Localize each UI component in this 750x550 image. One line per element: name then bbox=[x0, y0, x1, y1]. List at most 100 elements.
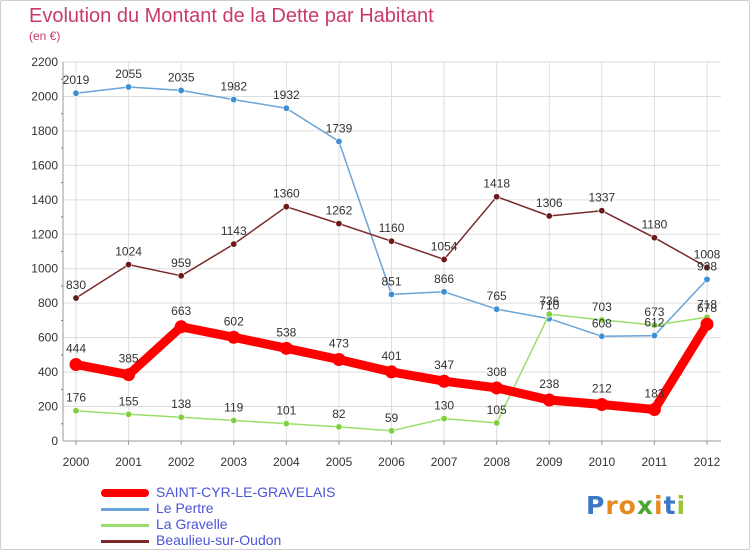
data-label: 1337 bbox=[588, 191, 615, 205]
legend-swatch bbox=[101, 524, 149, 527]
data-label: 119 bbox=[224, 400, 243, 414]
data-point bbox=[598, 207, 606, 215]
data-point bbox=[703, 275, 711, 283]
x-tick-label: 2004 bbox=[273, 455, 300, 469]
x-tick-label: 2012 bbox=[694, 455, 721, 469]
legend-label: La Gravelle bbox=[156, 516, 228, 532]
logo-letter: r bbox=[605, 491, 619, 520]
data-label: 176 bbox=[66, 391, 86, 405]
y-tick-label: 1800 bbox=[31, 124, 58, 138]
y-tick-label: 600 bbox=[38, 331, 58, 345]
data-point bbox=[387, 237, 395, 245]
data-label: 866 bbox=[434, 272, 454, 286]
data-point bbox=[279, 341, 293, 355]
line-chart: 0 200 400 600 800 1000 1200 1400 1600 1800 2000 220… bbox=[31, 55, 721, 469]
y-tick-label: 400 bbox=[38, 365, 58, 379]
data-label: 238 bbox=[539, 377, 559, 391]
data-point bbox=[335, 423, 343, 431]
data-label: 1932 bbox=[273, 88, 300, 102]
data-point bbox=[545, 310, 553, 318]
data-point bbox=[650, 332, 658, 340]
data-label: 678 bbox=[697, 301, 717, 315]
axes: 0 200 400 600 800 1000 1200 1400 1600 1800 2000 220… bbox=[31, 55, 721, 469]
data-label: 2055 bbox=[115, 67, 142, 81]
data-point bbox=[177, 86, 185, 94]
data-label: 1360 bbox=[273, 187, 300, 201]
data-point bbox=[493, 305, 501, 313]
data-label: 718 bbox=[697, 297, 717, 311]
logo-letter: i bbox=[654, 491, 664, 520]
data-label: 59 bbox=[385, 411, 399, 425]
logo-letter: i bbox=[676, 491, 687, 520]
x-tick-label: 2002 bbox=[168, 455, 195, 469]
data-label: 385 bbox=[119, 352, 139, 366]
y-tick-label: 0 bbox=[51, 434, 58, 448]
data-label: 959 bbox=[171, 256, 191, 270]
data-label: 736 bbox=[539, 294, 559, 308]
data-label: 538 bbox=[276, 325, 296, 339]
data-label: 703 bbox=[592, 300, 612, 314]
data-point bbox=[332, 353, 346, 367]
x-tick-label: 2010 bbox=[588, 455, 615, 469]
data-label: 851 bbox=[381, 274, 401, 288]
data-label: 1024 bbox=[115, 245, 142, 259]
unit-label: (en €) bbox=[29, 29, 61, 43]
data-label: 138 bbox=[171, 397, 191, 411]
data-label: 1306 bbox=[536, 196, 563, 210]
data-point bbox=[493, 193, 501, 201]
y-tick-label: 1000 bbox=[31, 262, 58, 276]
data-label: 663 bbox=[171, 304, 191, 318]
data-point bbox=[437, 374, 451, 388]
data-point bbox=[440, 415, 448, 423]
data-label: 1982 bbox=[220, 80, 247, 94]
data-point bbox=[230, 240, 238, 248]
data-label: 608 bbox=[592, 316, 612, 330]
data-label: 2035 bbox=[168, 70, 195, 84]
data-point bbox=[335, 137, 343, 145]
data-point bbox=[177, 413, 185, 421]
grid bbox=[63, 61, 721, 441]
data-label: 155 bbox=[119, 394, 139, 408]
data-point bbox=[650, 321, 658, 329]
data-point bbox=[700, 317, 714, 331]
data-point bbox=[490, 381, 504, 395]
y-tick-label: 200 bbox=[38, 400, 58, 414]
data-point bbox=[230, 416, 238, 424]
data-label: 765 bbox=[487, 289, 507, 303]
data-label: 401 bbox=[381, 349, 401, 363]
logo-letter: P bbox=[586, 491, 606, 520]
data-label: 444 bbox=[66, 342, 86, 356]
data-label: 82 bbox=[332, 407, 346, 421]
data-label: 105 bbox=[487, 403, 507, 417]
y-tick-label: 2000 bbox=[31, 89, 58, 103]
logo-letter: x bbox=[636, 491, 654, 520]
legend-swatch bbox=[101, 489, 149, 497]
data-point bbox=[72, 294, 80, 302]
x-tick-label: 2001 bbox=[115, 455, 142, 469]
data-point bbox=[493, 419, 501, 427]
logo-letter: o bbox=[618, 491, 637, 520]
data-point bbox=[125, 261, 133, 269]
y-tick-label: 2200 bbox=[31, 55, 58, 69]
data-label: 1008 bbox=[694, 247, 721, 261]
data-point bbox=[177, 272, 185, 280]
data-label: 710 bbox=[539, 299, 559, 313]
data-point bbox=[598, 316, 606, 324]
data-point bbox=[230, 96, 238, 104]
data-label: 101 bbox=[276, 404, 296, 418]
data-label: 673 bbox=[644, 305, 664, 319]
data-point bbox=[335, 220, 343, 228]
data-label: 308 bbox=[487, 365, 507, 379]
x-tick-label: 2007 bbox=[431, 455, 458, 469]
legend-label: Le Pertre bbox=[156, 500, 214, 516]
data-label: 602 bbox=[224, 314, 244, 328]
x-tick-label: 2005 bbox=[326, 455, 353, 469]
data-label: 347 bbox=[434, 358, 454, 372]
data-point bbox=[122, 368, 136, 382]
x-tick-label: 2008 bbox=[483, 455, 510, 469]
logo-letter: t bbox=[663, 491, 677, 520]
y-tick-label: 1200 bbox=[31, 227, 58, 241]
legend-label: SAINT-CYR-LE-GRAVELAIS bbox=[156, 484, 336, 500]
legend-swatch bbox=[101, 508, 149, 511]
